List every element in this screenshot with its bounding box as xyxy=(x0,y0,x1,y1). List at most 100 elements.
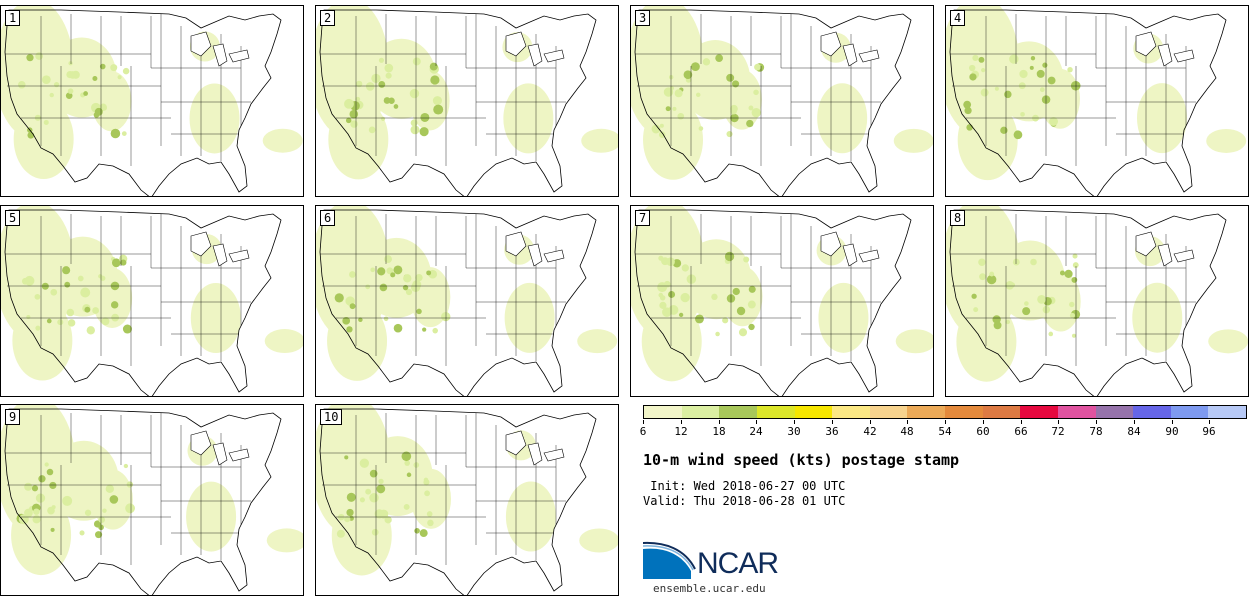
panel-label: 6 xyxy=(320,210,336,226)
wind-patch xyxy=(971,293,977,299)
wind-patch xyxy=(67,88,74,94)
colorbar-segment xyxy=(1095,406,1134,418)
wind-patch xyxy=(1022,307,1031,316)
wind-patch xyxy=(24,482,33,491)
wind-patch xyxy=(748,105,754,111)
panel-label: 4 xyxy=(950,10,966,26)
colorbar-tick xyxy=(756,420,757,424)
wind-patch xyxy=(753,89,759,96)
wind-region xyxy=(581,128,618,153)
wind-region xyxy=(895,329,933,354)
wind-patch xyxy=(668,74,674,80)
wind-patch xyxy=(80,287,91,298)
panel-10[interactable]: 10 xyxy=(315,404,619,596)
panel-7[interactable]: 7 xyxy=(630,205,934,397)
wind-patch xyxy=(77,275,84,282)
wind-patch xyxy=(359,497,365,503)
wind-region xyxy=(409,70,450,131)
wind-patch xyxy=(393,323,403,333)
wind-patch xyxy=(1048,331,1054,337)
wind-patch xyxy=(44,462,49,467)
wind-patch xyxy=(1030,258,1037,266)
panel-9[interactable]: 9 xyxy=(0,404,304,596)
wind-patch xyxy=(409,88,420,99)
country-outline xyxy=(949,9,1227,196)
wind-patch xyxy=(715,331,720,337)
wind-patch xyxy=(677,112,685,120)
panel-6[interactable]: 6 xyxy=(315,205,619,397)
wind-region xyxy=(262,128,303,153)
wind-patch xyxy=(359,458,370,468)
wind-patch xyxy=(18,81,26,89)
wind-patch xyxy=(49,481,57,490)
wind-patch xyxy=(429,62,438,71)
wind-patch xyxy=(672,106,677,111)
wind-patch xyxy=(384,516,392,524)
wind-patch xyxy=(711,293,718,301)
wind-patch xyxy=(379,283,388,292)
wind-patch xyxy=(1064,269,1073,278)
panel-1[interactable]: 1 xyxy=(0,5,304,197)
wind-patch xyxy=(125,503,135,514)
wind-patch xyxy=(404,460,410,466)
wind-patch xyxy=(126,481,134,488)
wind-patch xyxy=(98,274,103,279)
colorbar-tick-label: 18 xyxy=(712,425,726,438)
wind-patch xyxy=(680,292,690,303)
panel-3[interactable]: 3 xyxy=(630,5,934,197)
wind-patch xyxy=(26,314,31,320)
wind-patch xyxy=(98,516,105,523)
wind-patch xyxy=(663,280,671,288)
panel-5[interactable]: 5 xyxy=(0,205,304,397)
wind-patch xyxy=(422,327,427,332)
wind-patch xyxy=(32,515,41,524)
wind-patch xyxy=(966,124,973,131)
lake xyxy=(858,49,880,63)
wind-region xyxy=(328,99,389,180)
wind-patch xyxy=(1059,270,1065,276)
wind-patch xyxy=(1010,282,1016,288)
wind-region xyxy=(956,301,1017,382)
panel-8[interactable]: 8 xyxy=(945,205,1249,397)
wind-patch xyxy=(1042,62,1048,68)
wind-patch xyxy=(57,319,64,326)
lake xyxy=(190,231,212,257)
panel-4[interactable]: 4 xyxy=(945,5,1249,197)
wind-patch xyxy=(981,68,986,73)
wind-patch xyxy=(41,282,49,290)
colorbar-tick-label: 6 xyxy=(639,425,647,438)
wind-patch xyxy=(83,91,88,96)
panel-2[interactable]: 2 xyxy=(315,5,619,197)
site-url[interactable]: ensemble.ucar.edu xyxy=(653,582,766,595)
country-outline xyxy=(319,9,597,196)
wind-patch xyxy=(94,107,103,116)
wind-patch xyxy=(369,469,378,478)
lake xyxy=(820,231,842,257)
wind-patch xyxy=(369,493,379,503)
wind-patch xyxy=(1047,76,1056,85)
wind-region xyxy=(577,329,618,354)
wind-patch xyxy=(349,271,356,278)
wind-patch xyxy=(410,125,420,135)
wind-patch xyxy=(1049,117,1058,126)
wind-region xyxy=(893,128,933,153)
colorbar-segment xyxy=(756,406,795,418)
wind-patch xyxy=(370,267,376,273)
wind-patch xyxy=(678,312,684,318)
wind-patch xyxy=(1020,112,1025,117)
wind-patch xyxy=(666,257,675,267)
colorbar-tick xyxy=(643,420,644,424)
wind-patch xyxy=(1005,319,1010,325)
wind-patch xyxy=(754,63,761,71)
wind-patch xyxy=(346,508,354,517)
wind-patch xyxy=(1037,294,1046,304)
wind-patch xyxy=(24,275,35,286)
wind-patch xyxy=(376,484,386,494)
wind-patch xyxy=(342,316,351,325)
wind-patch xyxy=(441,311,451,322)
wind-region xyxy=(266,528,303,553)
colorbar-segment xyxy=(1020,406,1058,418)
lake xyxy=(1173,49,1195,63)
wind-patch xyxy=(668,290,676,298)
colorbar-tick-label: 36 xyxy=(825,425,839,438)
